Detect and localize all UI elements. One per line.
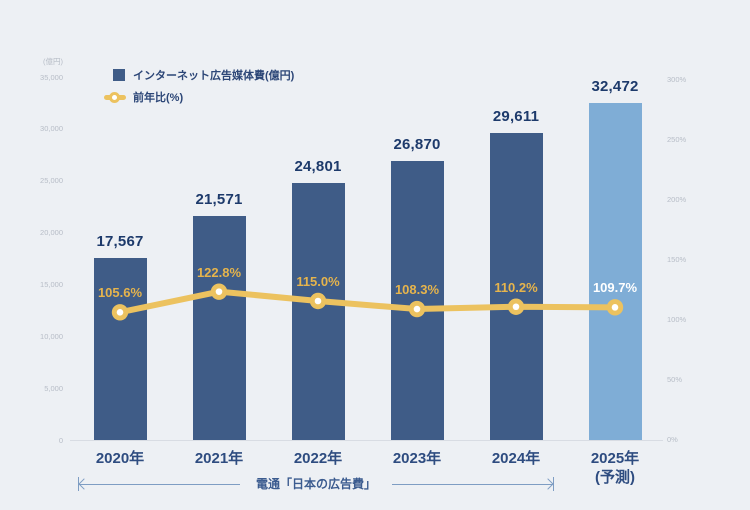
left-axis-tick: 5,000	[44, 383, 63, 393]
x-axis-label-2020年: 2020年	[95, 450, 145, 467]
right-axis-tick: 0%	[667, 434, 678, 444]
right-axis-tick: 50%	[667, 374, 683, 384]
left-axis-tick: 30,000	[40, 124, 63, 134]
source-note-label: 電通「日本の広告費」	[256, 477, 377, 491]
yoy-value-label: 109.7%	[592, 280, 638, 296]
left-axis-tick: 10,000	[40, 331, 63, 341]
bar-value-label: 29,611	[492, 107, 540, 125]
x-axis-label-2024年: 2024年	[491, 450, 541, 467]
bar-value-label: 21,571	[195, 191, 243, 209]
right-axis-tick: 300%	[667, 74, 687, 84]
left-axis-tick: 20,000	[40, 228, 63, 238]
x-axis-label-2021年: 2021年	[194, 450, 244, 467]
bar-2021年	[192, 216, 246, 440]
x-axis-line	[70, 440, 663, 441]
arrow-right-head	[542, 478, 554, 491]
legend: インターネット広告媒体費(億円) 前年比(%)	[104, 65, 294, 109]
bar-value-label: 17,567	[96, 232, 144, 250]
yoy-value-label: 110.2%	[494, 279, 538, 295]
x-axis-label-year: 2025年	[590, 450, 640, 467]
yoy-value-label: 115.0%	[296, 274, 340, 289]
yoy-value-label: 122.8%	[196, 264, 242, 280]
right-axis-tick: 100%	[667, 314, 687, 324]
bar-2020年	[93, 257, 147, 440]
x-axis-label-2025年: 2025年 (予測)	[567, 451, 663, 486]
arrow-left-head	[78, 478, 90, 491]
arrow-right-line	[392, 483, 555, 485]
bar-2025年	[588, 103, 642, 440]
yoy-value-label: 108.3%	[394, 282, 440, 298]
right-axis-tick: 200%	[667, 194, 687, 204]
yoy-value-label: 105.6%	[97, 285, 143, 301]
right-axis-tick: 250%	[667, 134, 687, 144]
x-axis-label-2022年: 2022年	[293, 450, 343, 467]
bar-value-label: 32,472	[591, 78, 639, 96]
left-axis-tick: 0	[58, 435, 63, 445]
left-axis-tick: 25,000	[40, 176, 63, 186]
bar-2023年	[390, 161, 444, 440]
x-axis-label-forecast-note: (予測)	[595, 469, 635, 486]
legend-item-line-series: 前年比(%)	[104, 87, 294, 107]
arrow-left-line	[78, 483, 240, 485]
source-annotation: 電通「日本の広告費」	[78, 477, 555, 491]
left-axis-tick: 15,000	[40, 279, 63, 289]
bar-2022年	[291, 182, 345, 440]
x-axis-label-2023年: 2023年	[392, 450, 442, 467]
bar-2024年	[489, 132, 543, 440]
left-axis-tick: 35,000	[40, 72, 63, 82]
legend-line-series-label: 前年比(%)	[133, 92, 184, 104]
legend-item-bar-series: インターネット広告媒体費(億円)	[104, 65, 294, 85]
legend-bar-series-label: インターネット広告媒体費(億円)	[133, 70, 295, 82]
right-axis-tick: 150%	[667, 254, 687, 264]
annotation-arrow-right-icon	[392, 477, 555, 491]
left-axis-unit-label: (億円)	[43, 57, 63, 66]
line-series-marker-icon	[104, 91, 126, 103]
bar-value-label: 26,870	[393, 136, 441, 154]
bar-value-label: 24,801	[294, 157, 342, 175]
bar-series-swatch-icon	[113, 69, 125, 81]
line-marker-ring	[109, 91, 120, 103]
annotation-arrow-left-icon	[78, 477, 240, 491]
